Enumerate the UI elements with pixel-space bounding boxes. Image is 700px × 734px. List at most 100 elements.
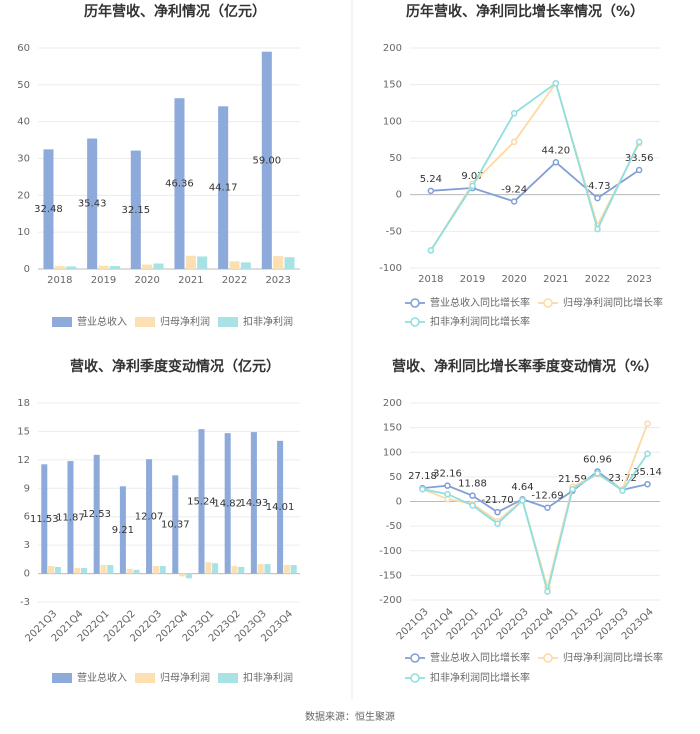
bar <box>126 568 133 574</box>
bar <box>212 563 219 574</box>
x-tick-label: 2022 <box>222 275 247 286</box>
legend-marker <box>410 673 420 683</box>
bar <box>152 565 159 574</box>
chart-title: 历年营收、净利同比增长率情况（%） <box>406 3 644 20</box>
value-label: 44.17 <box>209 183 238 194</box>
value-label: 21.59 <box>558 474 587 485</box>
legend-swatch <box>135 317 155 327</box>
bar <box>284 257 295 269</box>
point <box>644 480 651 488</box>
value-label: 14.82 <box>213 498 242 509</box>
y-tick-label: 15 <box>17 426 30 437</box>
bar <box>54 566 61 574</box>
bar <box>119 486 126 574</box>
y-tick-label: 60 <box>17 43 30 54</box>
bar <box>218 106 229 270</box>
bar <box>87 138 98 269</box>
bar <box>197 256 208 269</box>
point <box>469 502 476 509</box>
value-label: 15.24 <box>187 496 216 507</box>
y-tick-label: 0 <box>396 190 402 201</box>
legend-label: 归母净利润同比增长率 <box>563 296 663 309</box>
bar <box>133 569 140 574</box>
legend-label: 营业总收入同比增长率 <box>430 651 530 664</box>
chart-title: 营收、净利季度变动情况（亿元） <box>70 358 280 375</box>
legend-label: 归母净利润同比增长率 <box>563 651 663 664</box>
point <box>427 187 435 195</box>
bar <box>261 51 272 269</box>
x-tick-label: 2021 <box>178 275 203 286</box>
value-label: 11.87 <box>56 512 85 523</box>
legend-label: 扣非净利润 <box>243 315 293 328</box>
bar <box>41 464 48 574</box>
y-tick-label: 200 <box>383 398 402 409</box>
bar <box>264 564 271 574</box>
value-label: 27.18 <box>408 471 437 482</box>
bar <box>48 565 55 574</box>
legend-label: 营业总收入 <box>77 671 127 684</box>
legend-label: 营业总收入 <box>77 315 127 328</box>
point <box>444 490 451 498</box>
x-tick-label: 2021 <box>543 274 568 285</box>
y-tick-label: 9 <box>24 483 30 494</box>
point <box>544 588 551 595</box>
bar <box>100 565 107 574</box>
value-label: 32.48 <box>34 204 63 215</box>
value-label: 11.53 <box>30 514 59 525</box>
bar <box>159 565 166 574</box>
y-tick-label: 50 <box>389 153 402 164</box>
bar <box>98 265 109 269</box>
bar <box>257 564 264 574</box>
y-tick-label: -100 <box>379 546 402 557</box>
point <box>427 247 435 254</box>
value-label: 35.14 <box>633 467 662 478</box>
y-tick-label: -200 <box>379 595 402 606</box>
x-tick-label: 2018 <box>47 275 72 286</box>
bar <box>179 573 186 577</box>
y-tick-label: -50 <box>386 521 402 532</box>
legend-marker <box>410 298 420 308</box>
bar <box>205 562 212 574</box>
chart-title: 营收、净利同比增长率季度变动情况（%） <box>392 358 658 375</box>
bar <box>172 475 179 574</box>
legend-swatch <box>218 673 238 683</box>
value-label: 4.64 <box>511 482 533 493</box>
y-tick-label: 100 <box>383 447 402 458</box>
legend-label: 归母净利润 <box>160 315 210 328</box>
legend-label: 扣非净利润同比增长率 <box>430 315 530 328</box>
bar <box>174 98 185 270</box>
bar <box>66 266 77 269</box>
point <box>594 194 601 202</box>
legend-marker <box>543 298 553 308</box>
point <box>494 520 501 527</box>
bar <box>109 266 120 269</box>
legend-label: 营业总收入同比增长率 <box>430 296 530 309</box>
bar <box>146 459 153 574</box>
point <box>510 198 518 205</box>
y-tick-label: 0 <box>24 569 30 580</box>
legend-label: 归母净利润 <box>160 671 210 684</box>
line <box>430 161 640 203</box>
bar <box>290 565 297 574</box>
point <box>635 166 643 174</box>
x-tick-label: 2020 <box>134 275 159 286</box>
bar <box>67 461 74 574</box>
x-tick-label: 2018 <box>418 274 443 285</box>
point <box>444 482 451 489</box>
bar <box>107 565 114 574</box>
y-tick-label: 0 <box>396 497 402 508</box>
legend-marker <box>410 653 420 663</box>
y-tick-label: 50 <box>389 472 402 483</box>
point <box>619 487 626 494</box>
point <box>469 182 476 190</box>
y-tick-label: 18 <box>17 398 30 409</box>
bar <box>240 262 251 269</box>
chart-title: 历年营收、净利情况（亿元） <box>84 3 266 20</box>
value-label: 32.16 <box>433 469 462 480</box>
legend-swatch <box>135 673 155 683</box>
y-tick-label: 40 <box>17 117 30 128</box>
legend-swatch <box>218 317 238 327</box>
value-label: 9.07 <box>461 171 483 182</box>
point <box>635 138 643 146</box>
value-label: -12.69 <box>531 491 563 502</box>
